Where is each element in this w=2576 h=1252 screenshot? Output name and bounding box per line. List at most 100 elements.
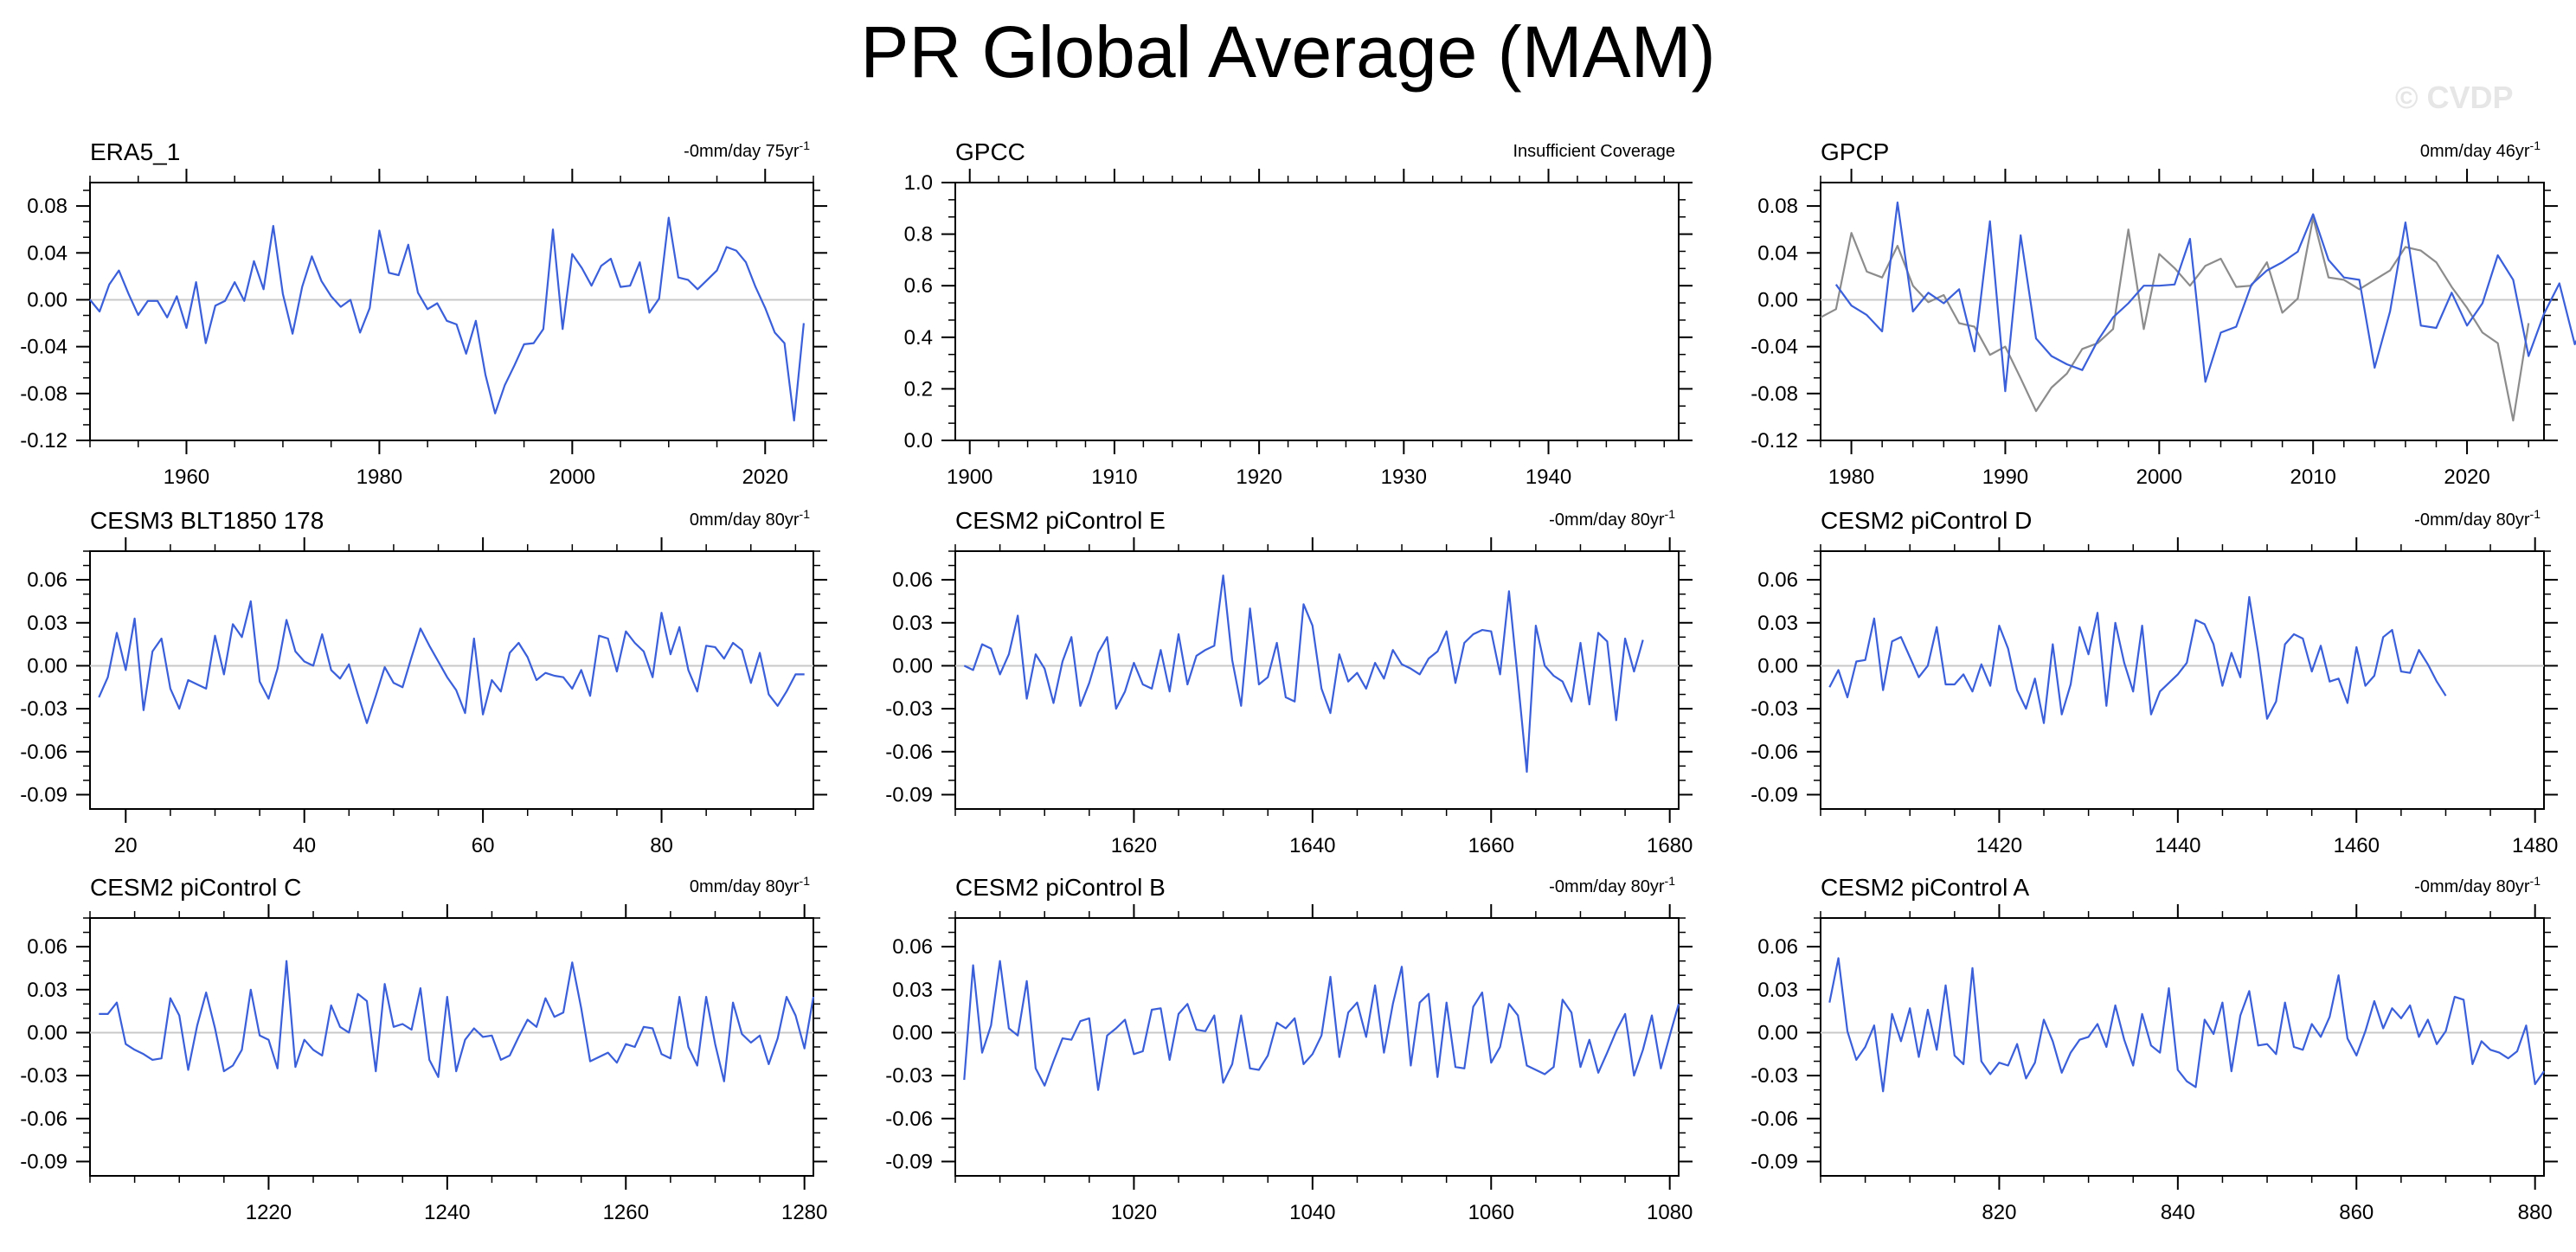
- x-tick-label: 820: [1982, 1201, 2016, 1224]
- y-tick-label: 0.06: [27, 935, 67, 959]
- y-tick-label: 0.06: [1757, 568, 1798, 592]
- y-tick-label: 0.04: [27, 241, 67, 265]
- x-tick-label: 80: [650, 834, 673, 857]
- x-tick-label: 1260: [603, 1201, 649, 1224]
- y-tick-label: -0.03: [20, 1064, 67, 1088]
- x-tick-label: 1920: [1236, 465, 1282, 489]
- trend-label: -0mm/day 80yr-1: [1549, 507, 1675, 530]
- panel-5: 1620 1640 1660 1680 0.06 0.03 0.00 -0.03 -0.06 -0…: [885, 507, 1693, 857]
- x-tick-label: 1440: [2155, 834, 2200, 857]
- x-tick-label: 1640: [1289, 834, 1335, 857]
- y-tick-label: -0.09: [885, 783, 933, 806]
- panel-4: 20 40 60 80 0.06 0.03 0.00 -0.03 -0.06 -0.09 CESM3…: [20, 507, 827, 857]
- trend-label: Insufficient Coverage: [1513, 142, 1675, 161]
- x-tick-label: 1280: [781, 1201, 827, 1224]
- x-tick-label: 840: [2161, 1201, 2195, 1224]
- y-tick-label: 0.04: [1757, 241, 1798, 265]
- y-tick-label: 0.8: [904, 223, 933, 247]
- y-tick-label: -0.03: [885, 1064, 933, 1088]
- x-tick-label: 1240: [424, 1201, 470, 1224]
- y-tick-label: -0.08: [1751, 382, 1798, 406]
- x-tick-label: 40: [292, 834, 316, 857]
- y-tick-label: 0.03: [1757, 612, 1798, 635]
- y-tick-label: -0.09: [1751, 1150, 1798, 1173]
- trend-unit-superscript: -1: [2530, 138, 2541, 152]
- trend-label: -0mm/day 80yr-1: [2414, 874, 2541, 896]
- y-tick-label: -0.06: [20, 741, 67, 764]
- x-tick-label: 2000: [549, 465, 595, 489]
- y-tick-label: 0.00: [27, 1021, 67, 1044]
- panel-8: 1020 1040 1060 1080 0.06 0.03 0.00 -0.03 -0.06 -0…: [885, 874, 1693, 1224]
- trend-label: -0mm/day 80yr-1: [1549, 874, 1675, 896]
- x-tick-label: 1020: [1111, 1201, 1157, 1224]
- y-tick-label: -0.12: [1751, 429, 1798, 453]
- y-tick-label: -0.06: [885, 741, 933, 764]
- y-tick-label: -0.12: [20, 429, 67, 453]
- x-tick-label: 1680: [1647, 834, 1693, 857]
- cvdp-watermark: © CVDP: [2395, 80, 2514, 115]
- x-tick-label: 1910: [1091, 465, 1137, 489]
- series-line-1: [98, 600, 805, 724]
- y-tick-label: 0.06: [892, 935, 933, 959]
- y-tick-label: 0.03: [1757, 979, 1798, 1002]
- panel-title: GPCC: [955, 138, 1025, 165]
- plot-frame: [954, 550, 1680, 810]
- y-tick-label: 0.00: [892, 654, 933, 677]
- x-tick-label: 1940: [1526, 465, 1571, 489]
- x-tick-label: 1420: [1976, 834, 2022, 857]
- x-tick-label: 1900: [947, 465, 992, 489]
- x-tick-label: 1980: [357, 465, 402, 489]
- panel-9: 820 840 860 880 0.06 0.03 0.00 -0.03 -0.06 -0.09 C…: [1751, 874, 2558, 1224]
- trend-unit-superscript: -1: [800, 138, 811, 152]
- series-line-1: [963, 574, 1644, 774]
- y-tick-label: 0.03: [892, 612, 933, 635]
- y-tick-label: -0.03: [1751, 1064, 1798, 1088]
- y-tick-label: 0.06: [892, 568, 933, 592]
- y-tick-label: 0.00: [1757, 288, 1798, 311]
- plot-frame: [1820, 182, 2545, 441]
- x-tick-label: 1980: [1828, 465, 1874, 489]
- x-tick-label: 1960: [164, 465, 209, 489]
- trend-label: -0mm/day 80yr-1: [2414, 507, 2541, 530]
- panel-2: 1900 1910 1920 1930 1940 1.0 0.8 0.6 0.4 0.2 0.0 GP…: [904, 138, 1693, 489]
- plot-frame: [954, 182, 1680, 441]
- panel-title: GPCP: [1821, 138, 1889, 165]
- y-tick-label: 1.0: [904, 171, 933, 195]
- panel-title: ERA5_1: [90, 138, 180, 165]
- panel-3: 1980 1990 2000 2010 2020 0.08 0.04 0.00 -0.04 -0.…: [1751, 138, 2576, 489]
- trend-label: 0mm/day 80yr-1: [690, 874, 810, 896]
- panel-7: 1220 1240 1260 1280 0.06 0.03 0.00 -0.03 -0.06 -0…: [20, 874, 827, 1224]
- panel-title: CESM3 BLT1850 178: [90, 507, 324, 534]
- series-line-1: [89, 216, 805, 422]
- y-tick-label: -0.06: [1751, 741, 1798, 764]
- x-tick-label: 1080: [1647, 1201, 1693, 1224]
- x-tick-label: 60: [472, 834, 495, 857]
- x-tick-label: 1220: [246, 1201, 292, 1224]
- trend-unit-superscript: -1: [2530, 874, 2541, 888]
- y-tick-label: 0.00: [1757, 1021, 1798, 1044]
- y-tick-label: 0.03: [27, 612, 67, 635]
- series-line-1: [99, 960, 815, 1082]
- x-tick-label: 1930: [1381, 465, 1427, 489]
- y-tick-label: 0.4: [904, 326, 933, 350]
- trend-unit-superscript: -1: [800, 507, 811, 521]
- x-tick-label: 1660: [1468, 834, 1514, 857]
- series-line-1: [1828, 595, 2447, 724]
- series-line-2: [1834, 201, 2576, 393]
- panel-1: 1960 1980 2000 2020 0.08 0.04 0.00 -0.04 -0.08 -0…: [20, 138, 827, 489]
- x-tick-label: 1480: [2512, 834, 2558, 857]
- y-tick-label: 0.0: [904, 429, 933, 453]
- plot-frame: [89, 550, 814, 810]
- y-tick-label: 0.08: [27, 195, 67, 218]
- y-tick-label: -0.03: [1751, 697, 1798, 721]
- y-tick-label: -0.06: [885, 1108, 933, 1131]
- series-line-1: [1828, 957, 2545, 1093]
- y-tick-label: -0.09: [1751, 783, 1798, 806]
- y-tick-label: -0.06: [1751, 1108, 1798, 1131]
- y-tick-label: -0.08: [20, 382, 67, 406]
- panel-6: 1420 1440 1460 1480 0.06 0.03 0.00 -0.03 -0.06 -0…: [1751, 507, 2558, 857]
- chart-title: PR Global Average (MAM): [860, 11, 1716, 93]
- y-tick-label: -0.06: [20, 1108, 67, 1131]
- y-tick-label: -0.09: [20, 783, 67, 806]
